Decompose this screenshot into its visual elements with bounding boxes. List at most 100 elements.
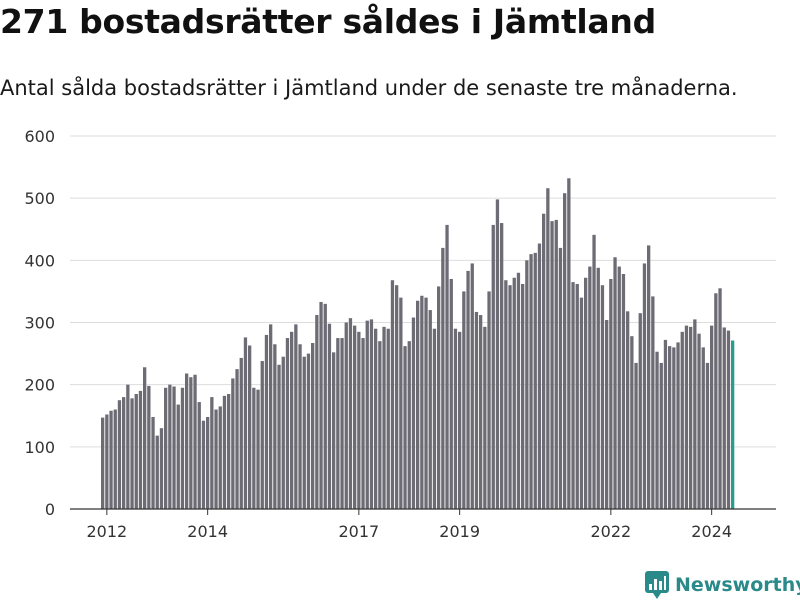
bar [277,364,281,509]
bar [193,374,197,509]
bar [411,317,416,509]
bar [231,378,235,509]
bar [109,410,113,509]
chart-title: 271 bostadsrätter såldes i Jämtland [0,2,656,41]
bar [701,347,705,509]
bar [697,333,701,509]
bar [319,301,323,509]
bar [176,404,180,509]
bar [395,285,399,509]
bar [302,356,306,509]
bar [651,296,655,509]
bar [647,245,651,509]
bar [285,338,290,509]
bar [634,362,638,509]
bar [605,320,609,509]
bar [117,400,122,509]
bar [151,416,155,509]
bar [458,331,462,509]
bar [575,283,579,509]
bar [508,285,512,509]
bar [185,373,189,509]
bar [311,343,315,509]
bar [512,277,516,509]
bar [105,414,109,509]
bar [260,361,264,509]
bar [516,272,521,509]
bar [134,393,138,509]
bar [626,311,630,509]
bar [264,334,269,509]
bar [243,337,248,509]
bar [479,315,483,509]
bar [428,310,432,509]
bar [676,342,680,509]
bar [369,319,374,509]
bar [340,338,344,509]
y-tick-label: 100 [24,438,55,457]
bar [239,357,243,509]
bar [327,323,332,509]
bar [323,303,327,509]
bar [487,291,491,509]
bar [416,300,420,509]
bar [592,234,596,509]
x-tick-label: 2024 [691,522,732,541]
bar [101,417,105,509]
bar [710,325,714,509]
bar [159,428,164,509]
bar [529,254,533,509]
y-tick-label: 600 [24,127,55,146]
bar [290,331,294,509]
bar [155,435,159,509]
bar [596,267,600,509]
bar [378,341,382,509]
bar [617,266,621,509]
bar [197,402,201,509]
bar [437,286,441,509]
bar [294,324,298,509]
bar [122,397,126,509]
bar [407,341,411,509]
bar [386,328,390,509]
bar [705,362,710,509]
x-tick-label: 2014 [187,522,228,541]
bar [504,280,508,509]
bar [546,188,550,509]
y-tick-label: 300 [24,314,55,333]
bar [571,282,575,509]
x-tick-label: 2019 [439,522,480,541]
bar [500,223,504,510]
bar [126,384,130,509]
x-tick-label: 2017 [338,522,379,541]
bar [684,325,689,509]
bar [348,318,353,509]
bar [655,351,659,509]
bar [613,257,617,509]
bar [491,224,495,510]
bar [210,397,214,509]
bar [281,356,285,509]
bar [222,395,227,509]
bar [113,409,117,509]
bar [567,178,571,510]
bar [642,263,647,509]
chart-subtitle: Antal sålda bostadsrätter i Jämtland und… [0,76,738,100]
bar [466,270,470,509]
bar [403,346,407,509]
bar [521,283,525,509]
bar [189,377,193,509]
y-tick-label: 400 [24,251,55,270]
brand-name: Newsworthy [675,574,800,596]
bar [563,193,567,509]
bar [609,278,613,509]
bar [474,311,479,509]
bar [374,328,378,509]
bar [558,247,563,509]
bar [680,331,684,509]
newsworthy-logo: Newsworthy [645,570,800,600]
bar [315,315,319,509]
bar [550,221,554,509]
bar [420,295,424,509]
